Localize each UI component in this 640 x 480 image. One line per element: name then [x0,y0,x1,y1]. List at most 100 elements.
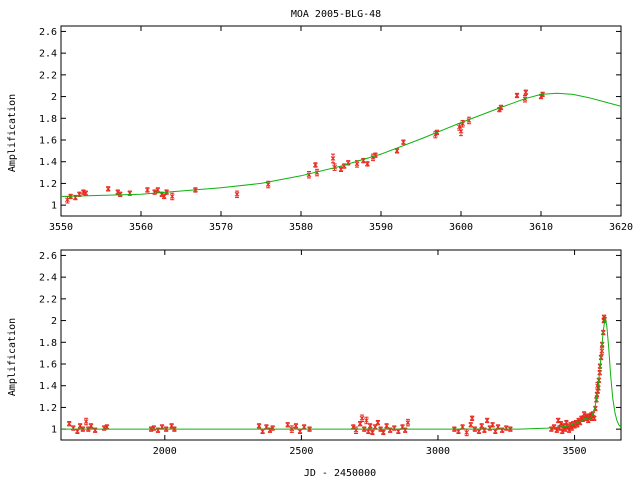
top-data-point [161,193,167,200]
point-marker-b [155,187,161,193]
point-marker-b [169,423,174,429]
bottom-y-tick-label: 2.2 [39,294,57,305]
bottom-data-point [301,424,307,430]
bottom-data-point [293,423,299,429]
point-marker-b [75,428,80,434]
top-x-tick-label: 3570 [209,222,233,233]
top-data-point [401,139,406,145]
top-data-point [354,160,360,168]
top-data-point [169,192,175,201]
top-y-tick-label: 2.6 [39,27,57,38]
point-marker-b [83,419,89,424]
point-marker-b [330,156,336,161]
bottom-data-point [367,423,373,429]
point-marker-b [555,418,561,423]
bottom-data-point [297,428,303,434]
bottom-data-point [492,428,498,434]
bottom-data-point [490,422,495,428]
bottom-y-tick-label: 2 [51,316,57,327]
bottom-data-point [359,414,365,423]
point-marker-b [234,191,240,197]
point-marker-b [479,423,485,429]
bottom-data-point [357,421,363,427]
top-x-tick-label: 3580 [289,222,313,233]
bottom-data-point [468,422,474,428]
top-data-point [105,186,111,192]
point-marker-b [83,190,89,196]
bottom-panel-full-baseline: Amplification JD - 2450000 1 1.2 1.4 1.6 1.8… [7,249,622,479]
top-data-point [313,162,318,168]
point-marker-b [551,424,557,430]
point-marker-b [77,423,83,429]
point-marker-b [145,187,150,193]
top-y-tick-label: 1.6 [39,136,57,147]
point-marker-b [394,148,400,154]
bottom-y-tick-label: 2.6 [39,251,57,262]
point-marker-b [460,121,465,127]
top-data-point [65,195,70,204]
point-marker-b [169,194,175,199]
top-data-point [394,148,400,154]
top-data-point [523,89,529,95]
top-data-point [365,161,370,167]
top-y-tick-label: 2.2 [39,70,57,81]
top-data-point [458,126,464,137]
bottom-data-point [460,424,465,430]
point-marker-b [115,189,121,195]
point-marker-b [350,424,356,430]
point-marker-b [591,415,597,421]
point-marker-b [514,93,520,98]
top-panel-zoomed-peak: Amplification 1 1.2 1.4 1.6 1.8 2 2.2 2.4 2.6 355… [7,25,633,233]
top-plot-area [61,89,621,204]
point-marker-b [464,430,470,435]
top-x-tick-label: 3590 [369,222,393,233]
point-marker-b [581,411,587,417]
point-marker-b [564,420,569,425]
bottom-y-tick-label: 1.8 [39,338,57,349]
top-y-tick-label: 1.2 [39,179,57,190]
top-data-point [330,153,336,164]
bottom-x-tick-label: 2000 [153,446,177,457]
bottom-y-tick-label: 1.6 [39,360,57,371]
point-marker-b [468,422,474,428]
point-marker-b [285,422,291,428]
bottom-data-point [256,423,262,429]
bottom-data-point [495,424,501,430]
point-marker-b [265,182,271,187]
bottom-data-point [456,428,461,434]
point-marker-b [364,418,369,423]
bottom-data-point [375,419,381,426]
bottom-data-point [464,428,470,437]
top-data-point [306,170,312,179]
top-x-tick-label: 3620 [609,222,633,233]
bottom-x-tick-label: 2500 [289,446,313,457]
point-marker-b [293,423,299,429]
bottom-y-tick-label: 1.4 [39,381,57,392]
bottom-panel-x-axis-title: JD - 2450000 [304,468,376,479]
bottom-panel-y-axis-title: Amplification [7,318,18,396]
bottom-data-point [159,424,165,430]
point-marker-b [523,89,529,95]
top-x-tick-label: 3560 [129,222,153,233]
top-y-tick-label: 2 [51,92,57,103]
point-marker-b [380,430,386,435]
bottom-data-point [405,418,411,427]
bottom-data-point [479,423,485,429]
bottom-data-point [476,428,482,434]
top-y-tick-label: 1.4 [39,157,57,168]
bottom-y-tick-label: 1.2 [39,403,57,414]
point-marker-b [365,428,371,434]
bottom-data-point [370,429,375,436]
point-marker-b [492,428,498,434]
top-data-point [466,116,472,125]
bottom-plot-area [61,314,621,437]
top-data-point [234,190,240,199]
bottom-data-point [372,424,378,430]
point-marker-b [264,424,269,430]
top-x-tick-label: 3600 [449,222,473,233]
bottom-data-point [260,428,265,434]
bottom-data-point [469,415,475,421]
point-marker-b [161,194,167,199]
point-marker-b [469,415,475,421]
